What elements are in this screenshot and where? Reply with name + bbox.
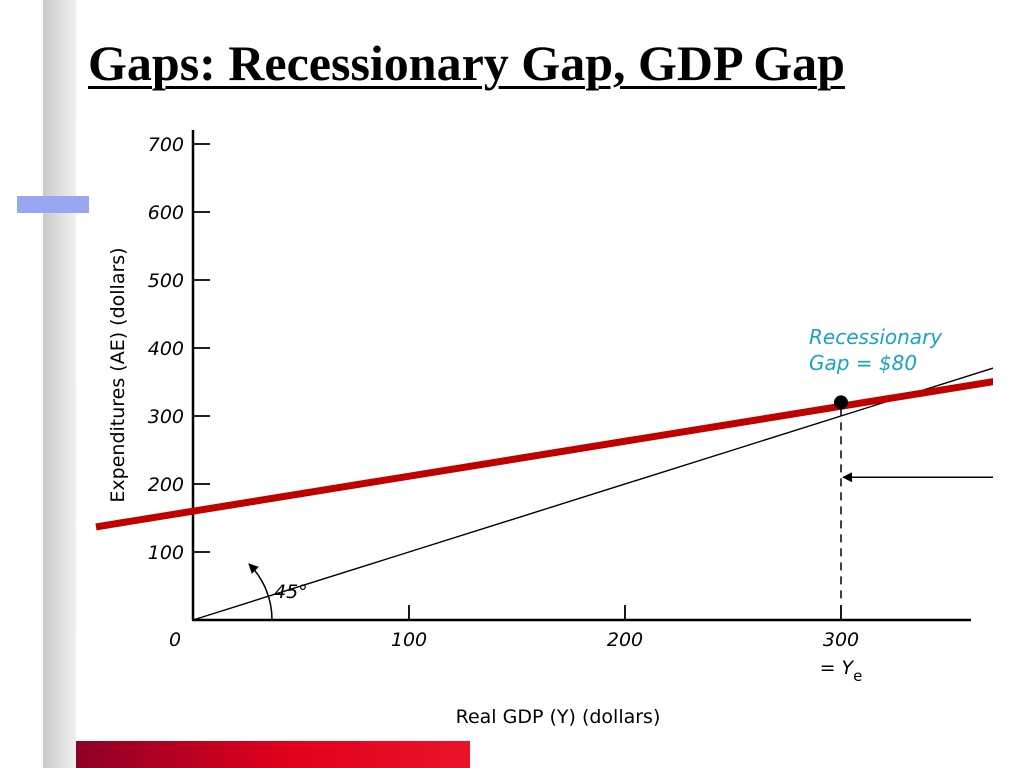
- y-ticks: 100 200 300 400 500 600 700: [148, 134, 210, 564]
- y-tick-label-300: 300: [148, 406, 184, 428]
- y-tick-label-600: 600: [148, 202, 184, 224]
- angle-arc: [248, 563, 273, 621]
- recessionary-gap-label-1: Recessionary: [809, 325, 943, 349]
- y-tick-label-100: 100: [148, 542, 184, 564]
- y-tick-label-500: 500: [148, 270, 184, 292]
- x-tick-label-300: 300: [823, 629, 859, 651]
- x-tick-label-200: 200: [607, 629, 643, 651]
- x-tick-label-100: 100: [391, 629, 427, 651]
- red-footer-bar: [76, 741, 470, 768]
- left-decor-bar: [43, 0, 76, 768]
- slide-title: Gaps: Recessionary Gap, GDP Gap: [88, 35, 845, 91]
- y-tick-label-400: 400: [148, 338, 184, 360]
- y-tick-label-700: 700: [148, 134, 184, 156]
- origin-label: 0: [169, 629, 181, 651]
- ye-label: = Ye: [820, 657, 863, 685]
- ae-line: [95, 373, 1024, 531]
- recessionary-gap-label-2: Gap = $80: [809, 351, 917, 375]
- blue-accent-bar: [17, 196, 89, 213]
- y-axis-label: Expenditures (AE) (dollars): [107, 247, 129, 502]
- 45-degree-line: [192, 357, 1024, 621]
- ae-chart: 100 200 300 400 500 600 700 100 200 300 400 500 600…: [95, 130, 1024, 728]
- equilibrium-point: [834, 395, 848, 410]
- x-axis-label: Real GDP (Y) (dollars): [456, 706, 661, 728]
- chart-panel: 100 200 300 400 500 600 700 100 200 300 400 500 600…: [91, 108, 1024, 738]
- chart-lines: AE: [95, 357, 1024, 621]
- y-tick-label-200: 200: [148, 474, 184, 496]
- angle-label: 45°: [274, 581, 308, 603]
